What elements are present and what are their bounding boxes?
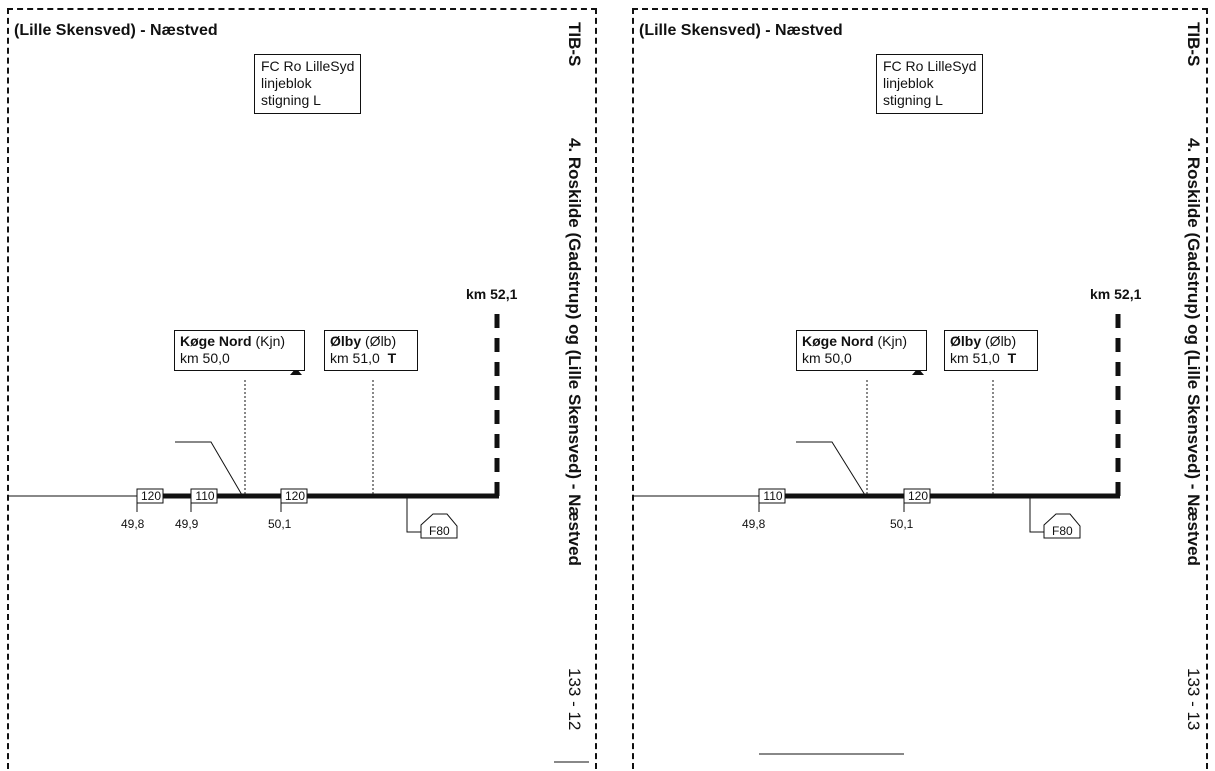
station-code: (Kjn) [255,333,286,349]
km-tick-label: 49,8 [742,517,766,531]
f-sign [420,513,458,539]
station-name: Køge Nord [180,333,252,349]
line-info-box: FC Ro LilleSyd linjeblok stigning L [876,54,984,114]
f-sign-label: F80 [1052,524,1073,538]
speed-sign [136,488,164,504]
info-line: linjeblok [261,75,312,91]
station-box-koege-nord: Køge Nord (Kjn) km 50,0 [796,330,927,371]
info-line: linjeblok [883,75,934,91]
speed-sign-label: 120 [284,489,306,503]
speed-sign-label: 110 [763,489,783,503]
km-tick-label: 49,8 [121,517,145,531]
speed-sign [903,488,931,504]
info-line: stigning L [883,92,943,108]
end-km-label: km 52,1 [1090,286,1142,302]
info-line: FC Ro LilleSyd [261,58,355,74]
station-km: km 50,0 [180,350,230,366]
header-code: TIB-S [565,22,584,67]
station-km: km 50,0 [802,350,852,366]
station-box-koege-nord: Køge Nord (Kjn) km 50,0 [174,330,305,371]
page-right: (Lille Skensved) - Næstved FC Ro LilleSy… [632,8,1208,769]
info-line: FC Ro LilleSyd [883,58,977,74]
km-tick-label: 49,9 [175,517,199,531]
line-info-box: FC Ro LilleSyd linjeblok stigning L [254,54,362,114]
station-name: Ølby [330,333,362,349]
section-title: 4. Roskilde (Gadstrup) og (Lille Skensve… [565,138,584,566]
speed-sign-label: 120 [140,489,162,503]
track-diagram [634,307,1121,755]
f-sign-label: F80 [429,524,450,538]
speed-sign [758,488,786,504]
f-sign-post [1029,498,1044,533]
info-line: stigning L [261,92,321,108]
siding-line [796,441,866,496]
siding-line [175,441,243,496]
track-diagram [9,307,589,763]
station-km: km 51,0 [330,350,380,366]
station-box-oelby: Ølby (Ølb) km 51,0 T [944,330,1038,371]
section-title: 4. Roskilde (Gadstrup) og (Lille Skensve… [1184,138,1203,566]
station-symbol: T [1007,350,1017,366]
station-symbol: T [387,350,397,366]
station-km: km 51,0 [950,350,1000,366]
speed-sign-label: 110 [195,489,215,503]
f-sign [1043,513,1081,539]
km-tick-label: 50,1 [890,517,914,531]
header-code: TIB-S [1184,22,1203,67]
speed-sign-label: 120 [907,489,929,503]
page-left: (Lille Skensved) - Næstved FC Ro LilleSy… [7,8,597,769]
page-number: 133 - 13 [1184,668,1203,731]
station-code: (Ølb) [985,333,1017,349]
station-name: Ølby [950,333,982,349]
page-number: 133 - 12 [565,668,584,731]
speed-sign [280,488,308,504]
station-code: (Kjn) [877,333,908,349]
station-code: (Ølb) [365,333,397,349]
station-box-oelby: Ølby (Ølb) km 51,0 T [324,330,418,371]
f-sign-post [406,498,421,533]
speed-sign [190,488,218,504]
route-title: (Lille Skensved) - Næstved [639,22,843,39]
end-km-label: km 52,1 [466,286,518,302]
station-name: Køge Nord [802,333,874,349]
route-title: (Lille Skensved) - Næstved [14,22,218,39]
km-tick-label: 50,1 [268,517,292,531]
